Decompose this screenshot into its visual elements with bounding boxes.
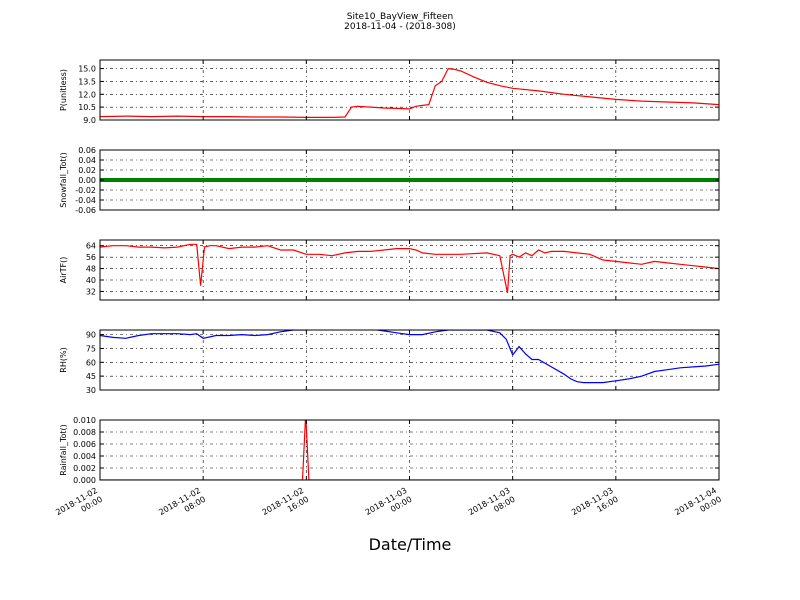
y-tick-label: 15.0 [78,65,96,74]
y-tick-label: 30 [86,386,96,395]
x-axis-ticks: 2018-11-0200:00 2018-11-0208:00 2018-11-02… [54,486,723,526]
y-tick-label: 0.004 [73,452,96,461]
y-axis-label: Rainfall_Tot() [59,424,68,476]
y-tick-label: 9.0 [83,116,96,125]
panel-2: -0.06-0.04-0.020.000.020.040.06 Snowfall_… [59,146,720,215]
series-line-1-1 [100,67,719,119]
y-tick-label: 0.00 [78,176,96,185]
x-tick-label: 2018-11-0308:00 [467,486,517,526]
x-tick-label: 2018-11-0300:00 [364,486,414,526]
y-tick-label: 48 [86,265,96,274]
x-tick-label: 2018-11-0400:00 [673,486,723,526]
y-tick-label: 32 [86,287,96,296]
y-tick-label: 64 [86,242,96,251]
panels: 9.0 10.5 12.0 13.5 15.0 P(unitless) -0.06-0.04… [59,59,720,485]
chart-subtitle: 2018-11-04 - (2018-308) [344,22,456,32]
chart-title: Site10_BayView_Fifteen [347,12,453,22]
series-line-3-1 [100,243,719,294]
y-tick-label: 0.000 [73,476,96,485]
y-tick-label: 75 [86,344,96,353]
x-axis-label: Date/Time [369,535,452,554]
y-tick-label: 0.008 [73,428,96,437]
y-tick-label: 40 [86,276,96,285]
y-tick-label: 60 [86,358,96,367]
y-tick-label: -0.02 [75,186,96,195]
series-line-4-1 [100,330,719,384]
y-axis-label: Snowfall_Tot() [59,152,68,208]
y-tick-label: -0.04 [75,196,96,205]
y-tick-label: 0.010 [73,416,96,425]
x-tick-label: 2018-11-0208:00 [157,486,207,526]
y-tick-label: 0.006 [73,440,96,449]
y-axis-label: RH(%) [59,347,68,372]
x-tick-label: 2018-11-0200:00 [54,486,104,526]
y-axis-label: P(unitless) [59,69,68,111]
panel-5: 0.000 0.002 0.004 0.006 0.008 0.010 Rainfall_T… [59,416,720,485]
y-axis-label: AirTF() [59,257,68,284]
panel-4: 30 45 60 75 90 RH(%) [59,329,720,395]
panel-3: 32 40 48 56 64 AirTF() [59,239,720,301]
y-tick-label: 13.5 [78,77,96,86]
y-tick-label: 90 [86,331,96,340]
y-tick-label: 0.002 [73,464,96,473]
y-tick-label: 0.06 [78,146,96,155]
y-tick-label: 56 [86,253,96,262]
y-tick-label: 0.04 [78,156,96,165]
panel-1: 9.0 10.5 12.0 13.5 15.0 P(unitless) [59,59,720,125]
y-tick-label: 12.0 [78,90,96,99]
y-tick-label: 0.02 [78,166,96,175]
y-tick-label: 45 [86,372,96,381]
y-tick-label: 10.5 [78,103,96,112]
x-tick-label: 2018-11-0316:00 [570,486,620,526]
y-tick-label: -0.06 [75,206,96,215]
x-tick-label: 2018-11-0216:00 [261,486,311,526]
